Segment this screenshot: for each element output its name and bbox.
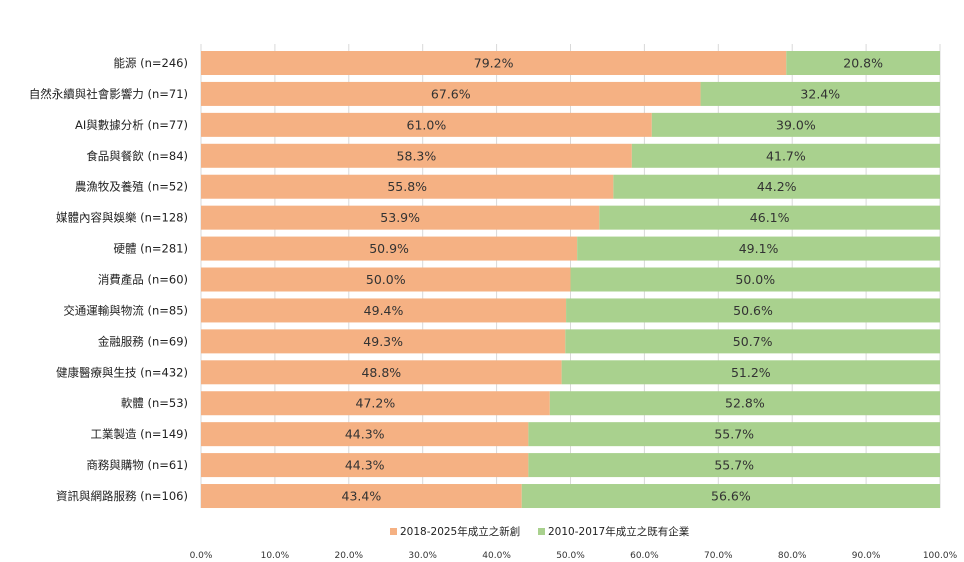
data-label: 58.3% — [397, 148, 437, 163]
category-label: 健康醫療與生技 (n=432) — [56, 365, 188, 379]
bar-segment-existing-companies — [521, 484, 940, 509]
data-label: 67.6% — [431, 86, 471, 101]
bar-segment-existing-companies — [577, 236, 940, 261]
data-label: 61.0% — [407, 117, 447, 132]
data-label: 79.2% — [474, 56, 514, 71]
data-label: 52.8% — [725, 396, 765, 411]
bar-segment-new-startups — [201, 112, 652, 137]
x-tick-label: 80.0% — [778, 551, 807, 561]
bar-segment-existing-companies — [651, 112, 940, 137]
bar-segment-existing-companies — [566, 298, 940, 323]
data-label: 44.2% — [757, 179, 797, 194]
data-label: 50.7% — [733, 334, 773, 349]
category-label: 媒體內容與娛樂 (n=128) — [56, 211, 188, 225]
bar-segment-new-startups — [201, 205, 600, 230]
bar-segment-existing-companies — [565, 329, 940, 354]
data-label: 49.4% — [364, 303, 404, 318]
category-label: 硬體 (n=281) — [113, 242, 188, 256]
category-label: 工業製造 (n=149) — [90, 427, 188, 441]
data-label: 49.1% — [739, 241, 779, 256]
category-label: 消費產品 (n=60) — [98, 273, 188, 287]
bar-segment-existing-companies — [549, 391, 940, 416]
legend-label: 2010-2017年成立之既有企業 — [548, 525, 690, 538]
data-label: 56.6% — [711, 489, 751, 504]
x-tick-label: 100.0% — [923, 551, 958, 561]
bar-segment-new-startups — [201, 298, 567, 323]
bar-segment-new-startups — [201, 236, 578, 261]
bar-segment-existing-companies — [599, 205, 940, 230]
bar-segment-new-startups — [201, 360, 562, 385]
data-label: 50.6% — [733, 303, 773, 318]
data-label: 32.4% — [800, 86, 840, 101]
data-label: 20.8% — [843, 56, 883, 71]
data-label: 43.4% — [342, 489, 382, 504]
data-label: 44.3% — [345, 458, 385, 473]
data-label: 50.0% — [735, 272, 775, 287]
x-tick-label: 40.0% — [482, 551, 511, 561]
x-tick-label: 30.0% — [408, 551, 437, 561]
bar-segment-new-startups — [201, 329, 566, 354]
category-label: 軟體 (n=53) — [121, 396, 188, 410]
bar-segment-existing-companies — [613, 174, 940, 199]
category-label: 能源 (n=246) — [113, 56, 188, 70]
bars: 79.2% 20.8% 67.6% 32.4% 61.0% 39.0% 58.3% 41.7%… — [201, 51, 940, 509]
x-tick-label: 90.0% — [852, 551, 881, 561]
bar-segment-new-startups — [201, 81, 701, 106]
legend-label: 2018-2025年成立之新創 — [400, 525, 520, 538]
legend-swatch — [538, 528, 545, 535]
category-labels: 能源 (n=246) 自然永續與社會影響力 (n=71) AI與數據分析 (n=77… — [29, 56, 188, 503]
category-label: 商務與購物 (n=61) — [86, 458, 188, 472]
bar-segment-new-startups — [201, 51, 787, 75]
bar-segment-existing-companies — [528, 422, 940, 447]
data-label: 41.7% — [766, 148, 806, 163]
bar-segment-existing-companies — [528, 453, 940, 478]
bar-segment-existing-companies — [700, 81, 940, 106]
data-label: 55.7% — [714, 427, 754, 442]
data-label: 55.7% — [714, 458, 754, 473]
x-tick-label: 70.0% — [704, 551, 733, 561]
x-tick-label: 50.0% — [556, 551, 585, 561]
bar-segment-new-startups — [201, 422, 529, 447]
bar-segment-existing-companies — [631, 143, 940, 168]
category-label: 食品與餐飲 (n=84) — [86, 149, 188, 163]
legend-swatch — [390, 528, 397, 535]
bar-segment-existing-companies — [786, 51, 940, 75]
bar-segment-existing-companies — [561, 360, 940, 385]
data-label: 39.0% — [776, 117, 816, 132]
x-tick-label: 10.0% — [261, 551, 290, 561]
bar-segment-existing-companies — [570, 267, 940, 292]
data-label: 55.8% — [387, 179, 427, 194]
data-label: 51.2% — [731, 365, 771, 380]
x-tick-label: 20.0% — [335, 551, 364, 561]
category-label: AI與數據分析 (n=77) — [75, 118, 188, 132]
data-label: 49.3% — [363, 334, 403, 349]
bar-segment-new-startups — [201, 174, 614, 199]
category-label: 交通運輸與物流 (n=85) — [63, 303, 188, 317]
bar-segment-new-startups — [201, 484, 522, 509]
x-tick-label: 60.0% — [630, 551, 659, 561]
data-label: 44.3% — [345, 427, 385, 442]
bar-segment-new-startups — [201, 391, 550, 416]
bar-segment-new-startups — [201, 453, 529, 478]
legend: 2018-2025年成立之新創 2010-2017年成立之既有企業 — [390, 525, 690, 538]
data-label: 53.9% — [380, 210, 420, 225]
data-label: 46.1% — [750, 210, 790, 225]
bar-segment-new-startups — [201, 143, 632, 168]
data-label: 50.0% — [366, 272, 406, 287]
category-label: 資訊與網路服務 (n=106) — [56, 489, 188, 503]
bar-segment-new-startups — [201, 267, 571, 292]
data-label: 47.2% — [356, 396, 396, 411]
category-label: 金融服務 (n=69) — [98, 334, 188, 348]
data-label: 48.8% — [361, 365, 401, 380]
category-label: 農漁牧及養殖 (n=52) — [75, 180, 188, 194]
category-label: 自然永續與社會影響力 (n=71) — [29, 87, 188, 101]
data-label: 50.9% — [369, 241, 409, 256]
x-axis-ticks: 0.0% 10.0% 20.0% 30.0% 40.0% 50.0% 60.0% 70.0% 8… — [190, 551, 958, 561]
x-tick-label: 0.0% — [190, 551, 213, 561]
